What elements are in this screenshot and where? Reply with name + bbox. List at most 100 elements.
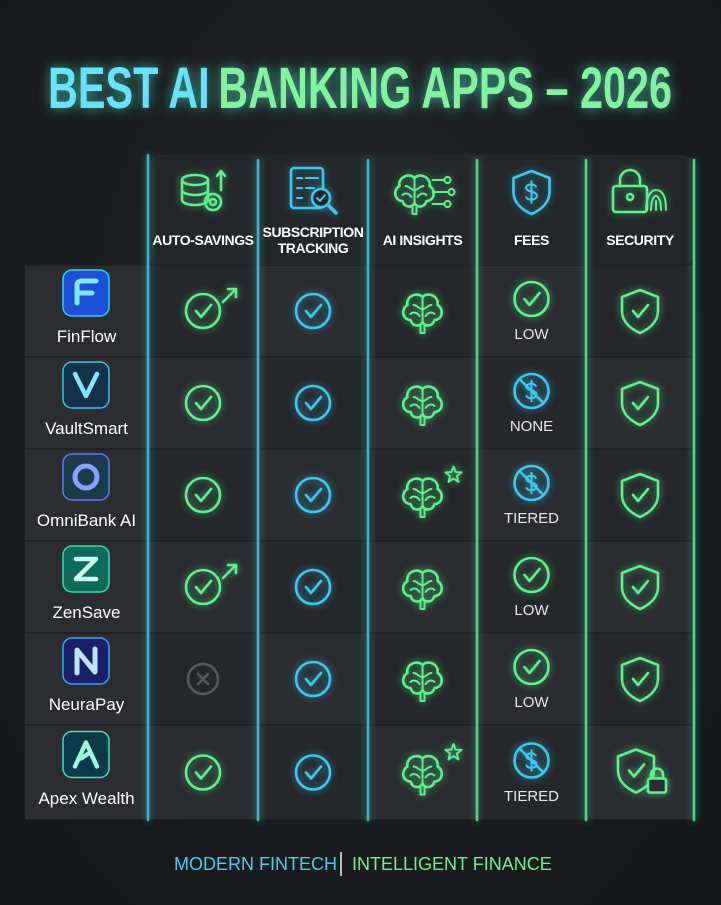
icon-part	[587, 726, 693, 819]
icon-part	[620, 472, 660, 519]
cell-background	[587, 358, 693, 448]
icon-part	[294, 660, 332, 698]
icon-part	[513, 372, 550, 410]
icon-part	[62, 361, 110, 409]
icon-part	[294, 384, 332, 422]
icon-part	[525, 180, 538, 204]
cell-background	[259, 634, 367, 724]
fees-icon	[513, 742, 550, 779]
cell-background	[587, 266, 693, 356]
fees-icon	[513, 372, 550, 410]
icon-part	[259, 726, 367, 819]
cell-background	[149, 266, 257, 356]
icon-part	[74, 646, 98, 676]
icon-part	[443, 176, 452, 184]
icon-part	[326, 203, 338, 215]
app-name: FinFlow	[56, 327, 117, 346]
icon-part	[74, 278, 99, 306]
footer-left: MODERN FINTECH	[174, 854, 337, 874]
icon-part	[208, 197, 218, 207]
icon-part	[316, 194, 326, 202]
icon-part	[431, 179, 450, 205]
icon-part	[631, 395, 650, 411]
security-icon	[620, 472, 660, 519]
icon-part	[447, 188, 456, 196]
icon-part	[523, 567, 541, 583]
cell-background	[149, 726, 257, 819]
icon-part	[587, 634, 693, 724]
icon-part	[73, 556, 99, 582]
cell-background	[587, 726, 693, 819]
icon-part	[294, 476, 332, 514]
icon-part	[304, 671, 323, 687]
icon-part	[620, 380, 660, 427]
cell-background	[149, 450, 257, 540]
icon-part	[616, 748, 656, 794]
auto-savings-icon	[184, 384, 222, 422]
subscription-icon	[294, 754, 332, 791]
icon-part	[645, 189, 667, 211]
icon-part	[631, 579, 650, 595]
cell-background	[259, 266, 367, 356]
app-logo	[62, 637, 110, 685]
icon-part	[259, 358, 367, 448]
app-name: NeuraPay	[48, 695, 125, 714]
icon-part	[646, 777, 668, 794]
icon-part	[649, 767, 665, 780]
icon-part	[149, 542, 257, 632]
icon-part	[215, 169, 227, 192]
icon-part	[296, 177, 319, 199]
icon-part	[259, 634, 367, 724]
security-icon	[620, 656, 660, 703]
icon-part	[444, 743, 463, 761]
app-name: Apex Wealth	[38, 788, 135, 808]
header-icon	[393, 174, 456, 215]
ai-insights-icon	[401, 385, 444, 426]
ai-insights-icon	[401, 465, 463, 518]
icon-part	[409, 664, 436, 702]
icon-part	[587, 266, 693, 356]
auto-savings-icon	[184, 476, 222, 514]
app-name: VaultSmart	[45, 419, 128, 438]
icon-part	[513, 464, 550, 502]
icon-part	[149, 266, 257, 356]
icon-part	[74, 278, 99, 306]
fees-label: LOW	[514, 602, 549, 619]
grid-lines	[23, 153, 696, 822]
icon-part	[409, 480, 436, 518]
fees-label: TIERED	[503, 510, 559, 527]
cell-background	[478, 726, 585, 819]
icon-part	[618, 168, 642, 188]
icon-part	[180, 178, 210, 207]
security-icon	[616, 748, 668, 794]
fees-icon	[513, 464, 550, 502]
cell-background	[259, 358, 367, 448]
icon-part	[409, 388, 436, 426]
icon-part	[194, 487, 213, 503]
icon-part	[194, 395, 213, 411]
icon-part	[518, 469, 545, 497]
icon-part	[184, 568, 222, 606]
icon-part	[149, 358, 257, 448]
app-name: OmniBank AI	[36, 511, 137, 530]
header-icon	[512, 169, 551, 216]
cell-background	[587, 542, 693, 632]
icon-part	[72, 371, 100, 399]
subscription-icon	[294, 568, 332, 606]
auto-savings-icon	[184, 754, 222, 791]
app-logo	[62, 545, 110, 593]
title-rest: BANKING APPS – 2026	[218, 56, 672, 121]
icon-part	[513, 742, 550, 779]
security-icon	[620, 564, 660, 611]
column-header: SECURITY	[606, 232, 674, 248]
icon-part	[149, 450, 257, 540]
app-logo	[62, 453, 110, 501]
icon-part	[587, 358, 693, 448]
icon-part	[259, 542, 367, 632]
icon-part	[72, 740, 100, 769]
icon-part	[72, 371, 100, 399]
app-logo	[62, 361, 110, 409]
auto-savings-icon	[184, 563, 238, 606]
icon-part	[221, 287, 238, 304]
subscription-icon	[294, 384, 332, 422]
